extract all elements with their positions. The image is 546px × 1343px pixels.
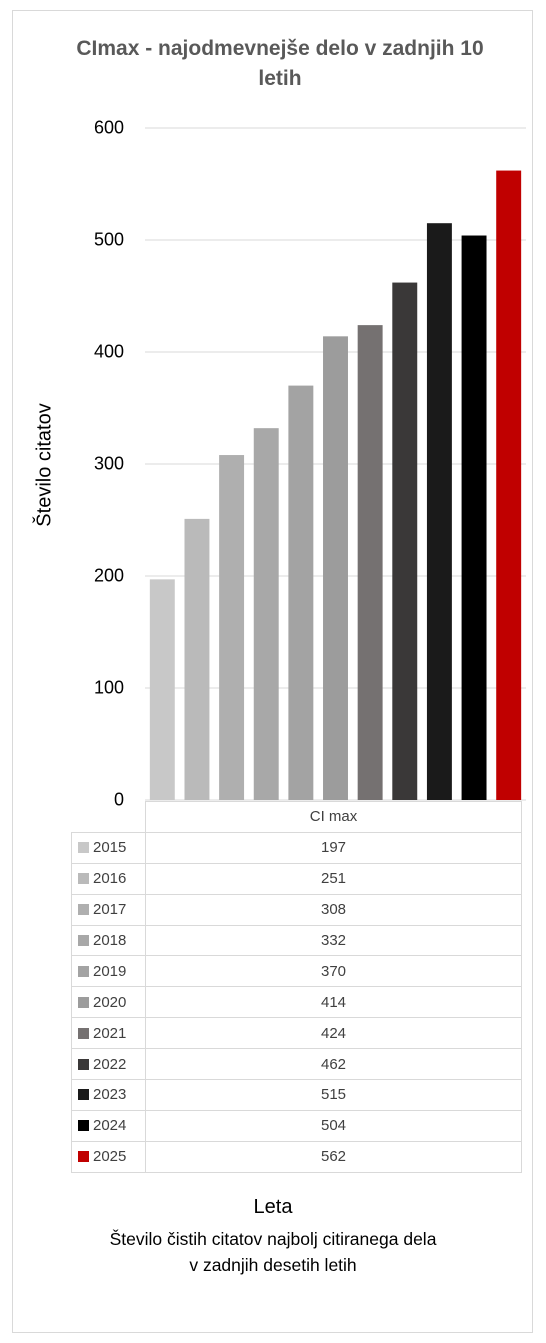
- table-value: 197: [145, 831, 522, 864]
- table-row: 2022 462: [71, 1048, 522, 1081]
- legend-year-label: 2016: [93, 870, 127, 888]
- table-row: 2015 197: [71, 831, 522, 864]
- table-value: 308: [145, 893, 522, 926]
- legend-swatch: [78, 1058, 89, 1070]
- legend-year-label: 2019: [93, 962, 127, 980]
- table-row: 2020 414: [71, 986, 522, 1019]
- legend-swatch: [78, 873, 89, 885]
- bar-2018: [253, 428, 279, 800]
- table-value: 462: [145, 1048, 522, 1081]
- legend-entry: 2019: [71, 955, 146, 988]
- chart-title: CImax - najodmevnejše delo v zadnjih 10 …: [76, 37, 484, 90]
- legend-entry: 2017: [71, 893, 146, 926]
- legend-entry: 2022: [71, 1048, 146, 1081]
- legend-year-label: 2024: [93, 1117, 127, 1135]
- caption-line-1: Število čistih citatov najbolj citiraneg…: [109, 1229, 437, 1249]
- legend-year-label: 2015: [93, 839, 127, 857]
- bar-2022: [392, 282, 418, 800]
- legend-swatch: [78, 965, 89, 977]
- bar-2019: [288, 385, 314, 800]
- table-value: 562: [145, 1140, 522, 1173]
- legend-entry: 2024: [71, 1109, 146, 1142]
- y-tick-label: 300: [93, 453, 124, 474]
- table-row: 2021 424: [71, 1017, 522, 1050]
- legend-swatch: [78, 1089, 89, 1101]
- legend-swatch: [78, 904, 89, 916]
- legend-swatch: [78, 1027, 89, 1039]
- bar-2017: [219, 455, 245, 800]
- table-row: 2017 308: [71, 893, 522, 926]
- legend-year-label: 2025: [93, 1148, 127, 1166]
- bar-2020: [323, 336, 348, 800]
- table-value: 515: [145, 1079, 522, 1111]
- table-header: CI max: [145, 801, 522, 833]
- legend-entry: 2020: [71, 986, 146, 1019]
- legend-entry: 2018: [71, 924, 146, 957]
- legend-entry: 2021: [71, 1017, 146, 1050]
- table-row: 2018 332: [71, 924, 522, 957]
- y-tick-label: 600: [93, 117, 124, 138]
- table-value: 504: [145, 1109, 522, 1142]
- bar-2021: [357, 325, 383, 800]
- table-corner: [71, 801, 146, 833]
- legend-swatch: [78, 996, 89, 1008]
- legend-year-label: 2020: [93, 993, 127, 1011]
- table-row: 2016 251: [71, 862, 522, 895]
- legend-swatch: [78, 842, 89, 854]
- legend-swatch: [78, 1120, 89, 1132]
- x-axis-label: Leta: [253, 1196, 293, 1218]
- y-tick-label: 100: [93, 677, 124, 698]
- table-value: 332: [145, 924, 522, 957]
- table-value: 370: [145, 955, 522, 988]
- y-tick-label: 500: [93, 229, 124, 250]
- bar-2023: [426, 223, 452, 800]
- legend-swatch: [78, 1151, 89, 1163]
- bar-2016: [184, 518, 210, 800]
- legend-swatch: [78, 935, 89, 946]
- legend-year-label: 2017: [93, 901, 127, 919]
- bar-2024: [461, 235, 487, 800]
- y-tick-label: 400: [93, 341, 124, 362]
- table-value: 414: [145, 986, 522, 1019]
- legend-entry: 2025: [71, 1140, 146, 1173]
- table-row: 2025 562: [71, 1140, 522, 1173]
- caption-line-2: v zadnjih desetih letih: [189, 1255, 357, 1275]
- chart-caption: Število čistih citatov najbolj citiraneg…: [60, 1226, 486, 1278]
- table-row: 2024 504: [71, 1109, 522, 1142]
- legend-year-label: 2018: [93, 932, 127, 949]
- legend-entry: 2016: [71, 862, 146, 895]
- legend-year-label: 2021: [93, 1024, 127, 1042]
- data-table: CI max 2015 197 2016 251 2017 308 2018 332 2019 3…: [71, 801, 522, 1173]
- legend-year-label: 2022: [93, 1055, 127, 1073]
- table-value: 251: [145, 862, 522, 895]
- table-row: 2019 370: [71, 955, 522, 988]
- table-value: 424: [145, 1017, 522, 1050]
- legend-entry: 2023: [71, 1079, 146, 1111]
- legend-year-label: 2023: [93, 1086, 127, 1104]
- y-tick-label: 0: [113, 789, 124, 810]
- y-tick-label: 200: [93, 565, 124, 586]
- table-row: 2023 515: [71, 1079, 522, 1111]
- bar-2015: [149, 579, 175, 800]
- bar-2025: [496, 170, 522, 800]
- legend-entry: 2015: [71, 831, 146, 864]
